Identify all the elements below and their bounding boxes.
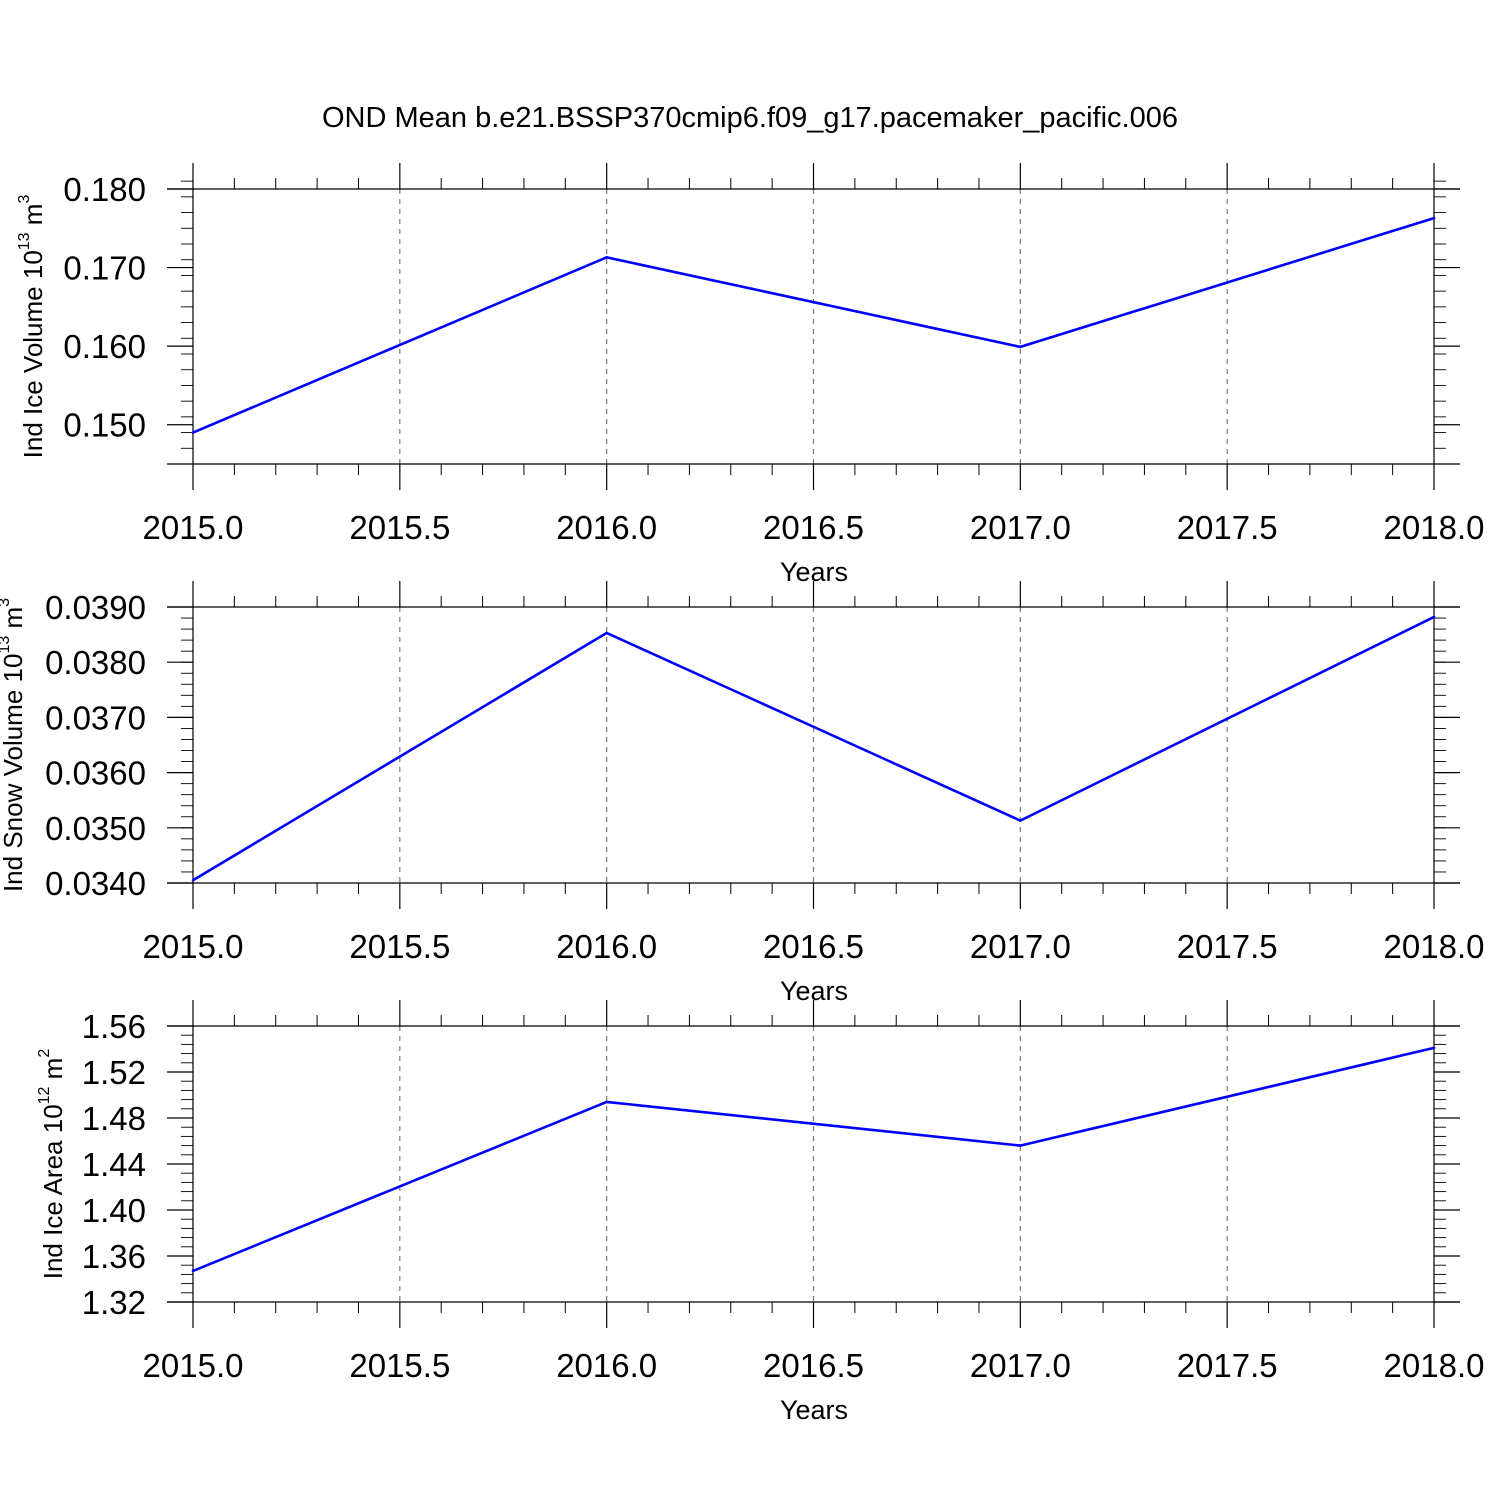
x-tick-label: 2016.5 <box>763 509 864 546</box>
data-point <box>1432 1046 1436 1050</box>
y-axis-label-text: Ind Snow Volume 10 <box>0 654 28 893</box>
y-tick-label: 0.0360 <box>45 755 146 792</box>
data-point <box>605 256 608 259</box>
figure-title: OND Mean b.e21.BSSP370cmip6.f09_g17.pace… <box>322 102 1178 134</box>
x-tick-label: 2016.5 <box>763 928 864 965</box>
y-tick-label: 0.180 <box>63 171 146 208</box>
y-axis-label-unit-exponent: 2 <box>36 1049 53 1058</box>
series-line-1 <box>192 1046 1435 1273</box>
y-axis-label: Ind Ice Area 1012 m2 <box>36 1049 68 1280</box>
y-tick-label: 0.0380 <box>45 644 146 681</box>
x-tick-label: 2016.5 <box>763 1347 864 1384</box>
x-tick-label: 2018.0 <box>1384 928 1485 965</box>
data-point <box>605 631 608 635</box>
data-point <box>1019 345 1022 349</box>
series-line-1 <box>192 615 1435 882</box>
y-tick-label: 1.48 <box>82 1100 146 1137</box>
y-axis-label-exponent: 13 <box>16 232 33 250</box>
data-point <box>1432 615 1436 619</box>
y-axis-label-text: Ind Ice Volume 10 <box>18 250 48 458</box>
data-point <box>1019 819 1022 822</box>
y-axis-label-text: Ind Ice Area 10 <box>38 1104 68 1279</box>
panels: 2015.0 2015.5 2016.0 2016.5 2017.0 2017.5 2018… <box>0 163 1484 1425</box>
x-tick-label: 2017.5 <box>1177 1347 1278 1384</box>
x-tick-label: 2017.0 <box>970 1347 1071 1384</box>
data-point <box>191 878 195 882</box>
chart-panel-2: 2015.0 2015.5 2016.0 2016.5 2017.0 2017.5 2018… <box>0 581 1484 1006</box>
data-point <box>1432 216 1436 220</box>
y-tick-label: 0.0370 <box>45 699 146 736</box>
y-tick-label: 1.56 <box>82 1008 146 1045</box>
y-tick-label: 1.52 <box>82 1054 146 1091</box>
y-tick-label: 1.32 <box>82 1284 146 1321</box>
x-tick-label: 2015.0 <box>143 928 244 965</box>
x-tick-label: 2016.0 <box>556 928 657 965</box>
y-axis-label-unit: m <box>0 607 28 636</box>
chart-panel-3: 2015.0 2015.5 2016.0 2016.5 2017.0 2017.5 2018… <box>36 1000 1484 1425</box>
x-tick-label: 2015.5 <box>349 1347 450 1384</box>
y-tick-label: 0.160 <box>63 328 146 365</box>
y-axis-label-unit: m <box>38 1058 68 1087</box>
y-axis-label-exponent: 13 <box>0 636 13 654</box>
y-tick-label: 0.170 <box>63 250 146 287</box>
x-tick-label: 2016.0 <box>556 509 657 546</box>
y-axis-label: Ind Snow Volume 1013 m3 <box>0 598 28 892</box>
y-tick-label: 1.36 <box>82 1238 146 1275</box>
x-tick-label: 2018.0 <box>1384 509 1485 546</box>
y-tick-label: 0.0390 <box>45 589 146 626</box>
y-axis-label-exponent: 12 <box>36 1086 53 1104</box>
y-tick-label: 0.150 <box>63 407 146 444</box>
y-axis-label-unit-exponent: 3 <box>0 598 13 607</box>
x-tick-label: 2018.0 <box>1384 1347 1485 1384</box>
x-tick-label: 2015.5 <box>349 509 450 546</box>
x-tick-label: 2016.0 <box>556 1347 657 1384</box>
x-tick-label: 2017.5 <box>1177 509 1278 546</box>
y-axis-label-unit: m <box>18 204 48 233</box>
y-axis-label: Ind Ice Volume 1013 m3 <box>16 195 48 459</box>
series-line-1 <box>192 216 1435 434</box>
x-tick-label: 2017.0 <box>970 509 1071 546</box>
data-point <box>605 1100 608 1104</box>
x-tick-label: 2017.0 <box>970 928 1071 965</box>
data-point <box>191 431 195 434</box>
y-tick-label: 0.0340 <box>45 865 146 902</box>
y-tick-label: 0.0350 <box>45 810 146 847</box>
chart-panel-1: 2015.0 2015.5 2016.0 2016.5 2017.0 2017.5 2018… <box>16 163 1484 587</box>
x-axis-label: Years <box>780 1395 848 1425</box>
x-tick-label: 2015.5 <box>349 928 450 965</box>
x-tick-label: 2015.0 <box>143 509 244 546</box>
y-axis-label-unit-exponent: 3 <box>16 195 33 204</box>
y-tick-label: 1.40 <box>82 1192 146 1229</box>
y-tick-label: 1.44 <box>82 1146 146 1183</box>
x-tick-label: 2017.5 <box>1177 928 1278 965</box>
data-point <box>1019 1144 1022 1147</box>
x-tick-label: 2015.0 <box>143 1347 244 1384</box>
data-point <box>191 1269 195 1273</box>
